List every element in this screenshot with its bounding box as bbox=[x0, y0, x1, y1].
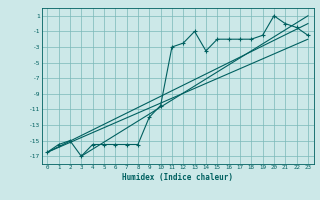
X-axis label: Humidex (Indice chaleur): Humidex (Indice chaleur) bbox=[122, 173, 233, 182]
